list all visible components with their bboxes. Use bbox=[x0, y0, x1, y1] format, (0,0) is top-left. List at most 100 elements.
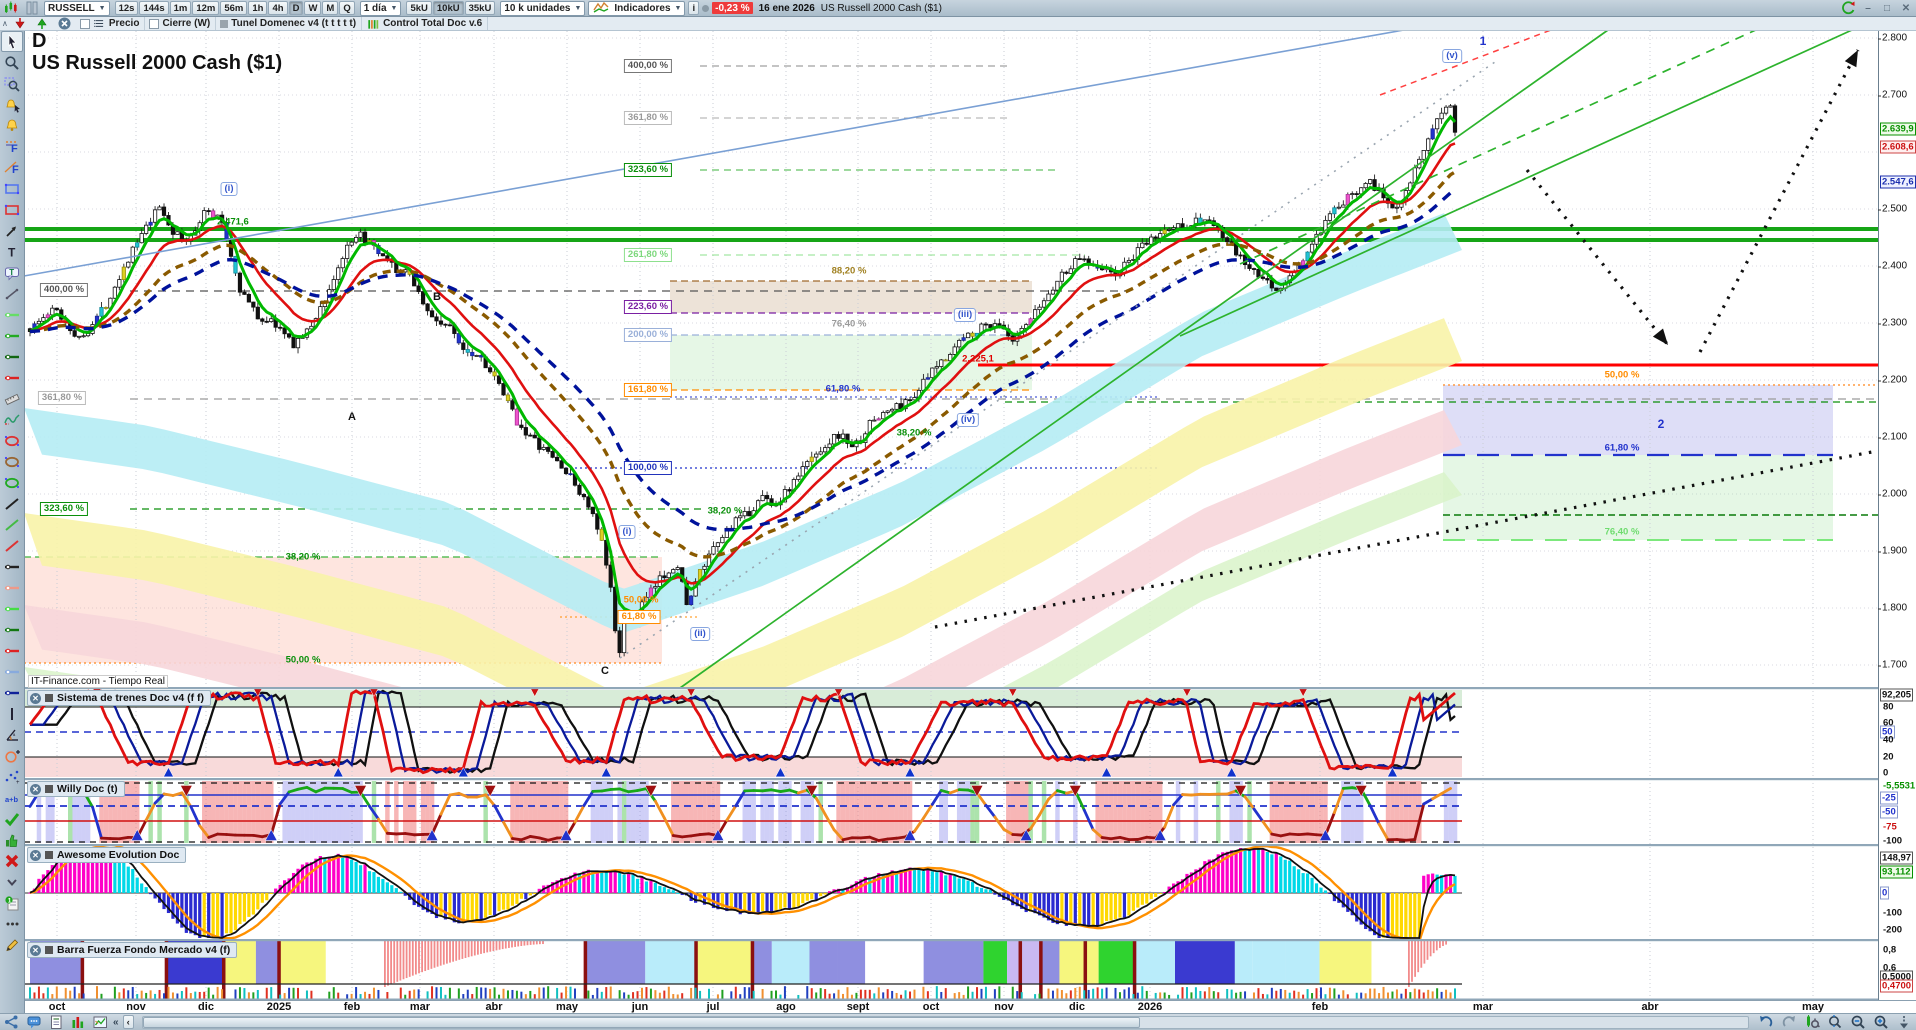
info-button[interactable]: i bbox=[688, 1, 700, 15]
level-black-tool-icon[interactable] bbox=[1, 556, 23, 577]
snapshot-icon[interactable] bbox=[91, 1015, 109, 1030]
timeframe-button-144s[interactable]: 144s bbox=[139, 1, 169, 15]
like-tool-icon[interactable] bbox=[1, 829, 23, 850]
scroll-left-button[interactable]: ‹ bbox=[122, 1015, 134, 1029]
close-button[interactable]: ✕ bbox=[1901, 2, 1911, 14]
ruler-tool-icon[interactable] bbox=[1, 388, 23, 409]
indicator-tab-1[interactable]: Cierre (W) bbox=[147, 17, 217, 30]
zoom-in-icon[interactable] bbox=[1872, 1015, 1890, 1030]
hline-green-tool-icon[interactable] bbox=[1, 325, 23, 346]
chart-settings-icon[interactable] bbox=[1803, 1015, 1821, 1030]
unit-button-10kU[interactable]: 10kU bbox=[432, 1, 464, 15]
confirm-tool-icon[interactable] bbox=[1, 808, 23, 829]
rectangle-blue-tool-icon[interactable] bbox=[1, 178, 23, 199]
timeframe-button-56m[interactable]: 56m bbox=[220, 1, 248, 15]
trendline-red-tool-icon[interactable] bbox=[1, 535, 23, 556]
segment-tool-icon[interactable] bbox=[1, 283, 23, 304]
restore-button[interactable]: □ bbox=[1883, 2, 1891, 14]
timeframe-button-1m[interactable]: 1m bbox=[169, 1, 192, 15]
undo-icon[interactable] bbox=[1757, 1015, 1775, 1030]
pattern-tool-icon[interactable] bbox=[1, 409, 23, 430]
redo-icon[interactable] bbox=[1780, 1015, 1798, 1030]
timeframe-button-12s[interactable]: 12s bbox=[114, 1, 139, 15]
close-circle-icon[interactable] bbox=[56, 16, 74, 31]
ellipse-red-tool-icon[interactable] bbox=[1, 430, 23, 451]
vline-tool-icon[interactable] bbox=[1, 703, 23, 724]
list-icon[interactable] bbox=[93, 17, 106, 30]
delete-tool-icon[interactable] bbox=[1, 850, 23, 871]
alerts-badge-tool-icon[interactable]: 1 bbox=[1, 892, 23, 913]
auto-scroll-icon[interactable] bbox=[1895, 1015, 1913, 1030]
level-darkgreen-tool-icon[interactable] bbox=[1, 619, 23, 640]
indicator-tab-0[interactable]: Precio bbox=[78, 17, 146, 30]
more-tools-chevron-icon[interactable] bbox=[1, 871, 23, 892]
trendline-black-tool-icon[interactable] bbox=[1, 493, 23, 514]
zoom-area-tool-icon[interactable] bbox=[1, 73, 23, 94]
timeframe-button-M[interactable]: M bbox=[322, 1, 339, 15]
alarm-tool-icon[interactable] bbox=[1, 115, 23, 136]
elliott-count-tool-icon[interactable]: + bbox=[1, 766, 23, 787]
alarm-create-tool-icon[interactable] bbox=[1, 94, 23, 115]
panel-close-icon[interactable]: ✕ bbox=[30, 783, 41, 795]
level-navy-tool-icon[interactable] bbox=[1, 682, 23, 703]
collapse-left-icon[interactable]: « bbox=[113, 1016, 119, 1028]
scroll-down-red-icon[interactable] bbox=[12, 16, 30, 31]
fibonacci-projection-tool-icon[interactable]: F bbox=[1, 157, 23, 178]
horizontal-scrollbar[interactable] bbox=[141, 1015, 1749, 1029]
units-select[interactable]: 10 k unidades ▼ bbox=[500, 0, 586, 16]
level-lightgreen-tool-icon[interactable] bbox=[1, 598, 23, 619]
timeframe-button-1h[interactable]: 1h bbox=[248, 1, 268, 15]
timeframe-button-Q[interactable]: Q bbox=[339, 1, 355, 15]
zoom-select-icon[interactable] bbox=[1826, 1015, 1844, 1030]
panel-close-icon[interactable]: ✕ bbox=[30, 944, 41, 956]
more-options-tool-icon[interactable] bbox=[1, 913, 23, 934]
chat-icon[interactable] bbox=[25, 1015, 43, 1030]
trendline-green-tool-icon[interactable] bbox=[1, 514, 23, 535]
text-tool-icon[interactable]: T bbox=[1, 241, 23, 262]
timeframe-button-D[interactable]: D bbox=[288, 1, 304, 15]
checkbox-icon[interactable] bbox=[149, 18, 160, 29]
hline-darkgreen-tool-icon[interactable] bbox=[1, 346, 23, 367]
angle-tool-icon[interactable]: ª bbox=[1, 724, 23, 745]
draw-edit-tool-icon[interactable] bbox=[1, 934, 23, 955]
checkbox-icon[interactable] bbox=[79, 18, 90, 29]
unit-button-5kU[interactable]: 5kU bbox=[406, 1, 432, 15]
ellipse-green-tool-icon[interactable] bbox=[1, 472, 23, 493]
trend-arrow-tool-icon[interactable] bbox=[1, 220, 23, 241]
hline-red-tool-icon[interactable] bbox=[1, 367, 23, 388]
level-red-tool-icon[interactable] bbox=[1, 640, 23, 661]
collapse-arrow-icon[interactable]: ∧ bbox=[2, 19, 8, 28]
price-axis[interactable]: 2.800 2.700 2.500 2.400 2.300 2.200 2.100 2.000… bbox=[1877, 31, 1916, 1000]
symbol-select[interactable]: RUSSELL ▼ bbox=[44, 0, 110, 16]
level-lightblue-tool-icon[interactable] bbox=[1, 661, 23, 682]
indicator-tab-2[interactable]: Tunel Domenec v4 (t t t t t) bbox=[218, 17, 363, 30]
zoom-tool-icon[interactable] bbox=[1, 52, 23, 73]
circle-plus-tool-icon[interactable] bbox=[1, 745, 23, 766]
callout-tool-icon[interactable]: T bbox=[1, 262, 23, 283]
abc-tool-icon[interactable]: a+b bbox=[1, 787, 23, 808]
indicators-button[interactable]: Indicadores ▼ bbox=[588, 0, 686, 16]
level-salmon-tool-icon[interactable] bbox=[1, 577, 23, 598]
panel-close-icon[interactable]: ✕ bbox=[30, 692, 41, 704]
document-icon[interactable] bbox=[47, 1015, 65, 1030]
refresh-icon[interactable] bbox=[1839, 1, 1857, 16]
timeframe-button-4h[interactable]: 4h bbox=[268, 1, 288, 15]
indicator-tab-3[interactable]: Control Total Doc v.6 bbox=[364, 17, 489, 30]
share-icon[interactable] bbox=[3, 1015, 21, 1030]
timeframe-button-W[interactable]: W bbox=[304, 1, 322, 15]
panel-close-icon[interactable]: ✕ bbox=[30, 849, 41, 861]
scroll-up-green-icon[interactable] bbox=[34, 16, 52, 31]
time-axis[interactable]: oct nov dic 2025 feb mar abr may jun jul ago sept oc… bbox=[0, 1000, 1916, 1014]
ellipse-brown-tool-icon[interactable] bbox=[1, 451, 23, 472]
scrollbar-thumb[interactable] bbox=[142, 1016, 1140, 1028]
rectangle-red-tool-icon[interactable] bbox=[1, 199, 23, 220]
period-select[interactable]: 1 día ▼ bbox=[359, 0, 402, 16]
timeframe-button-12m[interactable]: 12m bbox=[192, 1, 220, 15]
fibonacci-tool-icon[interactable]: F bbox=[1, 136, 23, 157]
compare-icon[interactable] bbox=[69, 1015, 87, 1030]
minimize-button[interactable]: – bbox=[1865, 2, 1871, 14]
unit-button-35kU[interactable]: 35kU bbox=[464, 1, 496, 15]
cursor-tool-icon[interactable] bbox=[1, 31, 23, 52]
zoom-out-icon[interactable] bbox=[1849, 1015, 1867, 1030]
hline-lightgreen-tool-icon[interactable] bbox=[1, 304, 23, 325]
